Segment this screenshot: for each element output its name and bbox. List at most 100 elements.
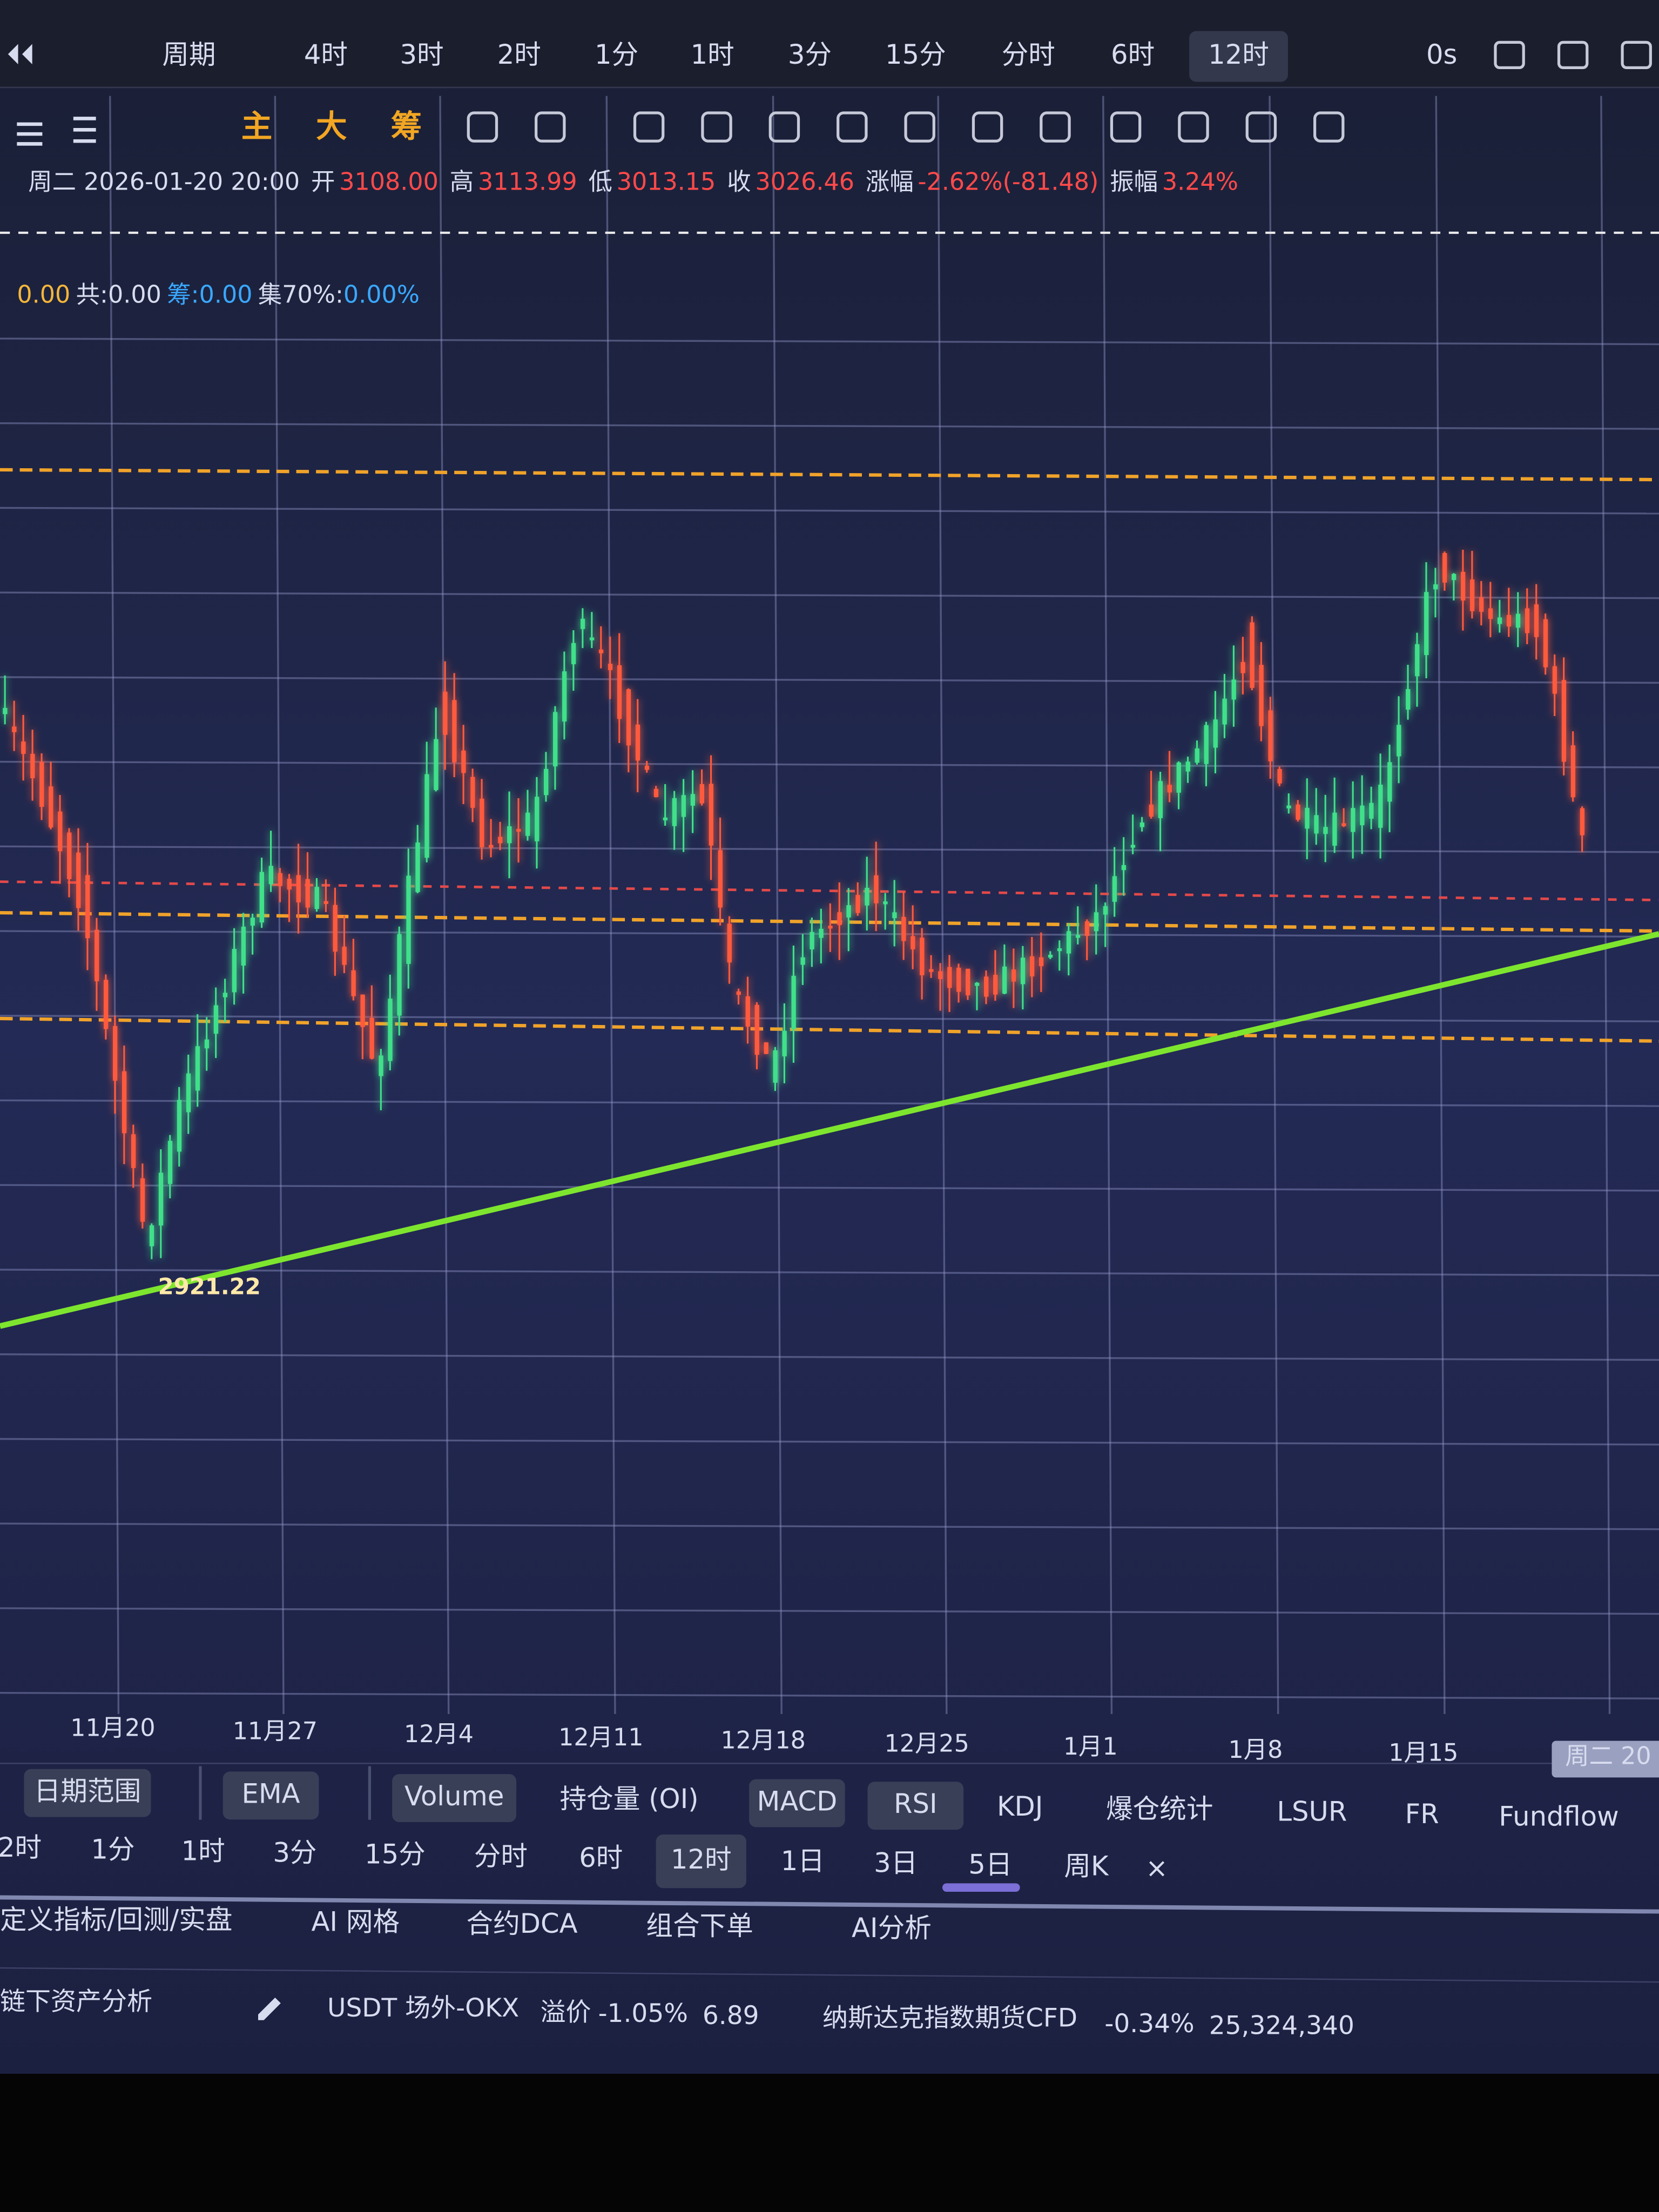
period-button[interactable]: 5日 (968, 1849, 1012, 1880)
period-button[interactable]: 15分 (885, 39, 946, 70)
candle-body (1305, 807, 1310, 829)
candle-body (773, 1050, 778, 1083)
candle-body (76, 852, 81, 908)
indicator-button[interactable]: FR (1405, 1798, 1439, 1830)
toolbar-button[interactable]: 主 (241, 108, 272, 144)
ohlc-open_label: 开 (311, 168, 335, 196)
tool-button[interactable]: 定义指标/回测/实盘 (0, 1904, 232, 1935)
active-pill (1189, 31, 1288, 82)
period-button[interactable]: 12时 (671, 1844, 732, 1875)
candle-body (1011, 969, 1016, 982)
period-button[interactable]: 6时 (579, 1842, 623, 1873)
candle-body (1130, 845, 1136, 848)
indicator-button[interactable]: EMA (241, 1778, 300, 1809)
period-button[interactable]: 15分 (365, 1839, 426, 1870)
period-button[interactable]: 周K (1064, 1851, 1109, 1882)
period-button[interactable]: 4时 (304, 39, 348, 70)
period-button[interactable]: 分时 (474, 1840, 528, 1872)
tool-button[interactable]: AI 网格 (311, 1906, 400, 1937)
toolbar-button[interactable]: 大 (316, 108, 347, 144)
candle-body (434, 739, 439, 791)
candle-body (232, 949, 237, 993)
draw-tool[interactable] (1040, 111, 1071, 143)
tool-button[interactable]: AI分析 (852, 1912, 932, 1944)
indicator-button[interactable]: MACD (757, 1785, 838, 1817)
sell: 0.00 (17, 281, 70, 309)
period-button[interactable]: 1时 (691, 39, 734, 70)
draw-tool[interactable] (837, 111, 868, 143)
candle-body (608, 664, 613, 670)
indicator-button[interactable]: Volume (404, 1781, 504, 1812)
period-button[interactable]: 3时 (400, 39, 443, 70)
period-button[interactable]: 1分 (595, 39, 638, 70)
draw-tool[interactable] (972, 111, 1003, 143)
candle-body (800, 957, 805, 965)
period-label[interactable]: 周期 (162, 39, 215, 70)
draw-tool[interactable] (904, 111, 935, 143)
period-button[interactable]: 2时 (497, 39, 541, 70)
period-button[interactable]: 3分 (788, 39, 832, 70)
tool-icon[interactable] (1557, 41, 1589, 69)
candle-body (745, 996, 750, 1027)
draw-tool[interactable] (1110, 111, 1142, 143)
period-button[interactable]: 6时 (1111, 39, 1155, 70)
indicator-button[interactable]: Fundflow (1499, 1801, 1618, 1832)
indicator-button[interactable]: KDJ (997, 1791, 1043, 1822)
tool-button[interactable]: 合约DCA (466, 1908, 577, 1939)
top-bar (0, 0, 1659, 87)
period-button[interactable]: 3日 (874, 1847, 918, 1878)
candle-body (443, 691, 448, 735)
period-button[interactable]: 1分 (91, 1833, 134, 1865)
candle-body (1469, 579, 1475, 611)
candle-body (1048, 954, 1053, 958)
tool-icon[interactable] (1621, 41, 1652, 69)
tool-button[interactable]: 组合下单 (646, 1910, 753, 1941)
level-line (0, 880, 1659, 901)
ticker-offchain[interactable]: 链下资产分析 (0, 1987, 152, 2017)
period-button[interactable]: 2时 (0, 1832, 42, 1863)
toolbar-button[interactable]: 筹 (391, 108, 422, 144)
grid-line (1435, 96, 1446, 1714)
indicator-pill (222, 1771, 319, 1820)
indicator-pill (392, 1774, 517, 1822)
draw-tool[interactable] (535, 111, 566, 143)
period-button[interactable]: × (1145, 1852, 1168, 1884)
tool-icon[interactable] (1494, 41, 1525, 69)
period-button[interactable]: 分时 (1002, 39, 1055, 70)
icon[interactable]: ⏴⏴ (7, 38, 35, 71)
candle-body (1332, 812, 1337, 846)
period-button[interactable]: 1时 (181, 1835, 225, 1866)
draw-tool[interactable] (467, 111, 498, 143)
draw-tool[interactable] (1313, 111, 1345, 143)
period-button[interactable]: 12时 (1208, 39, 1269, 70)
indicator-button[interactable]: 日期范围 (34, 1776, 141, 1807)
draw-tool[interactable] (1178, 111, 1209, 143)
ohlc-amplitude: 3.24% (1162, 168, 1238, 196)
ohlc-line: 周二 2026-01-20 20:00 开 3108.00 高 3113.99 低 3013… (28, 168, 1238, 196)
candle-body (1020, 957, 1026, 984)
draw-tool[interactable] (701, 111, 732, 143)
ticker-premium-label: 溢价 (540, 1998, 591, 2027)
candle-body (1204, 725, 1209, 764)
draw-tool[interactable] (768, 111, 800, 143)
period-button[interactable]: 3分 (273, 1837, 316, 1869)
draw-tool[interactable] (633, 111, 665, 143)
grid-line (439, 96, 450, 1714)
x-tick-label: 1月8 (1228, 1736, 1283, 1764)
candle-body (305, 879, 310, 908)
period-button[interactable]: 1日 (781, 1845, 825, 1877)
candle-body (360, 994, 365, 1027)
grid-line (0, 1691, 1659, 1700)
indicator-button[interactable]: RSI (894, 1788, 938, 1819)
candle-body (1378, 784, 1383, 828)
indicator-button[interactable]: LSUR (1277, 1796, 1347, 1827)
candle-body (681, 795, 686, 817)
indicator-button[interactable]: 爆仓统计 (1106, 1793, 1213, 1825)
ticker-premium: -1.05% (598, 1999, 688, 2028)
indicator-button[interactable]: 持仓量 (OI) (560, 1783, 699, 1815)
draw-tool[interactable] (1245, 111, 1277, 143)
menu-icon[interactable] (17, 117, 96, 146)
edit-icon[interactable] (258, 1997, 281, 2020)
candle-body (911, 936, 915, 949)
candle-body (571, 643, 576, 664)
